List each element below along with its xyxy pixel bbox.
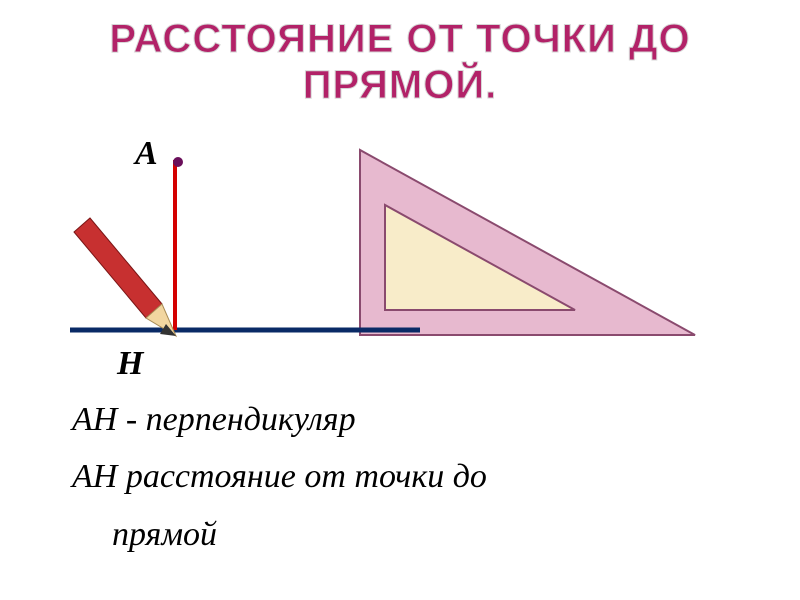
geometry-diagram <box>60 130 740 390</box>
point-A <box>173 157 183 167</box>
caption-line-2a: АН расстояние от точки до <box>72 452 760 501</box>
caption-line-1: АН - перпендикуляр <box>72 395 760 444</box>
title-svg: РАССТОЯНИЕ ОТ ТОЧКИ ДО РАССТОЯНИЕ ОТ ТОЧ… <box>0 12 800 112</box>
label-H: Н <box>117 345 143 383</box>
diagram-svg <box>60 130 740 390</box>
pencil-icon <box>74 218 176 336</box>
slide-title: РАССТОЯНИЕ ОТ ТОЧКИ ДО РАССТОЯНИЕ ОТ ТОЧ… <box>0 0 800 122</box>
caption-block: АН - перпендикуляр АН расстояние от точк… <box>72 395 760 567</box>
label-A: А <box>135 135 158 173</box>
caption-line-2b: прямой <box>72 510 760 559</box>
title-line2-outline: ПРЯМОЙ. <box>303 61 497 107</box>
title-line1-outline: РАССТОЯНИЕ ОТ ТОЧКИ ДО <box>109 17 690 61</box>
